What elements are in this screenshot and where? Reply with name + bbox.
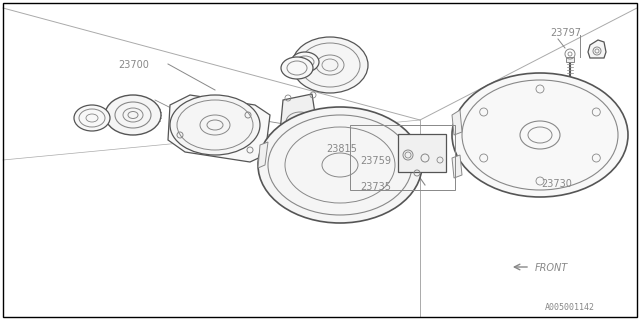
Text: 23759: 23759 (360, 156, 391, 166)
Ellipse shape (291, 52, 319, 72)
Bar (566, 57, 574, 62)
Polygon shape (588, 40, 606, 58)
Bar (398, 134, 446, 172)
Text: 23815: 23815 (326, 144, 357, 154)
Polygon shape (168, 95, 270, 162)
Text: 23730: 23730 (541, 179, 572, 189)
Ellipse shape (258, 107, 422, 223)
Text: FRONT: FRONT (535, 263, 568, 273)
Ellipse shape (170, 95, 260, 155)
Text: 23797: 23797 (550, 28, 581, 38)
Polygon shape (405, 142, 415, 168)
Polygon shape (452, 110, 462, 135)
Text: 23735: 23735 (360, 182, 391, 192)
Ellipse shape (74, 105, 110, 131)
Ellipse shape (452, 73, 628, 197)
Ellipse shape (292, 37, 368, 93)
Polygon shape (452, 155, 462, 178)
Text: A005001142: A005001142 (545, 303, 595, 312)
Polygon shape (258, 142, 268, 168)
Ellipse shape (281, 57, 313, 79)
Polygon shape (280, 94, 320, 152)
Text: 23700: 23700 (118, 60, 149, 70)
Bar (350, 125, 455, 190)
Ellipse shape (105, 95, 161, 135)
